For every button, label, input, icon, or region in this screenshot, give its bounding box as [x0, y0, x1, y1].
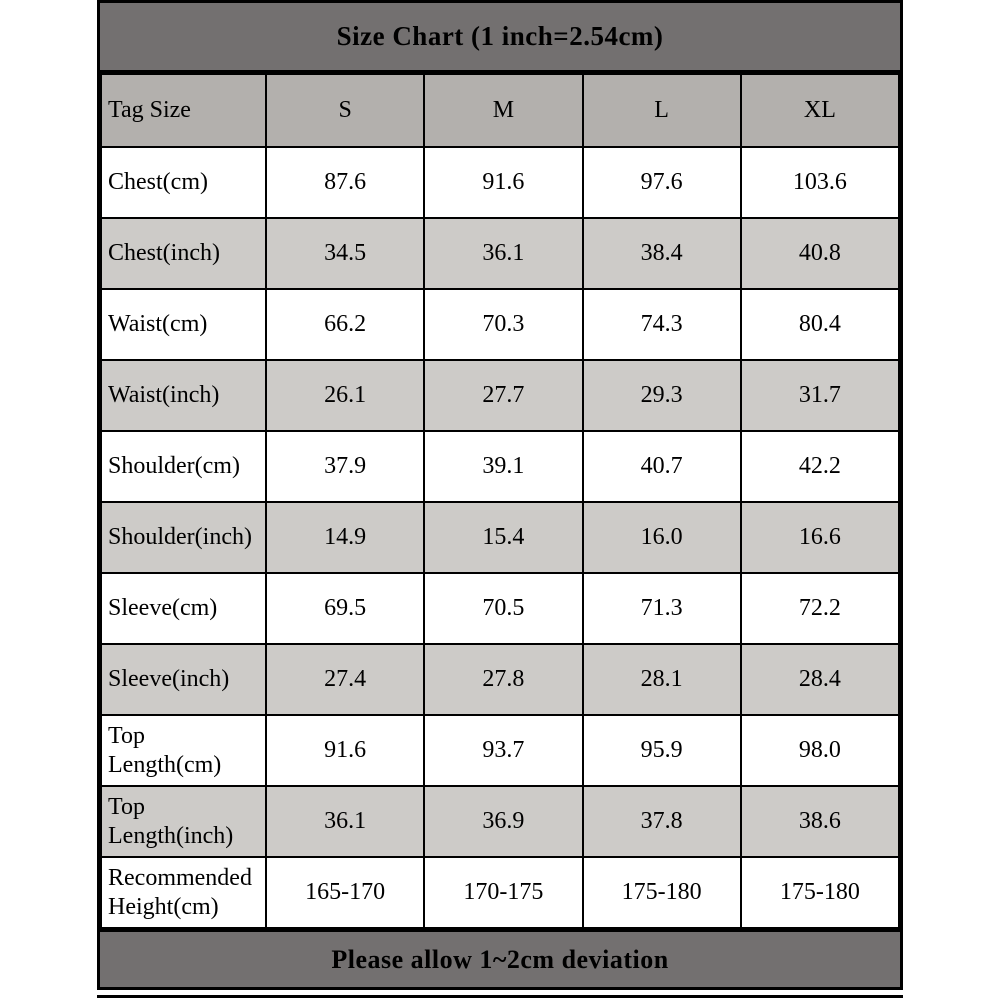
- cell-value: 36.9: [423, 785, 584, 858]
- cell-value: 37.9: [264, 430, 426, 503]
- column-header-tag-size: Tag Size: [100, 73, 267, 148]
- row-label: Sleeve(cm): [100, 572, 267, 645]
- column-header-xl: XL: [739, 73, 901, 148]
- row-label: Shoulder(inch): [100, 501, 267, 574]
- cell-value: 40.8: [739, 217, 901, 290]
- table-title: Size Chart (1 inch=2.54cm): [100, 3, 900, 73]
- table-row-top-length-cm: Top Length(cm) 91.6 93.7 95.9 98.0: [100, 714, 901, 787]
- table-row-recommended-height: Recommended Height(cm) 165-170 170-175 1…: [100, 856, 901, 929]
- table-row-waist-inch: Waist(inch) 26.1 27.7 29.3 31.7: [100, 359, 901, 432]
- cell-value: 70.5: [423, 572, 584, 645]
- cell-value: 15.4: [423, 501, 584, 574]
- column-header-m: M: [423, 73, 584, 148]
- cell-value: 175-180: [739, 856, 901, 929]
- cell-value: 36.1: [264, 785, 426, 858]
- cell-value: 38.6: [739, 785, 901, 858]
- cell-value: 91.6: [264, 714, 426, 787]
- cell-value: 165-170: [264, 856, 426, 929]
- cell-value: 14.9: [264, 501, 426, 574]
- cell-value: 93.7: [423, 714, 584, 787]
- table-footer-note: Please allow 1~2cm deviation: [100, 929, 900, 987]
- cell-value: 71.3: [581, 572, 742, 645]
- cell-value: 72.2: [739, 572, 901, 645]
- table-row-chest-cm: Chest(cm) 87.6 91.6 97.6 103.6: [100, 146, 901, 219]
- header-row: Tag Size S M L XL: [100, 73, 901, 148]
- table-row-top-length-inch: Top Length(inch) 36.1 36.9 37.8 38.6: [100, 785, 901, 858]
- cell-value: 98.0: [739, 714, 901, 787]
- row-label: Shoulder(cm): [100, 430, 267, 503]
- cell-value: 31.7: [739, 359, 901, 432]
- cell-value: 27.4: [264, 643, 426, 716]
- table-row-sleeve-inch: Sleeve(inch) 27.4 27.8 28.1 28.4: [100, 643, 901, 716]
- cell-value: 26.1: [264, 359, 426, 432]
- row-label: Top Length(cm): [100, 714, 267, 787]
- cell-value: 28.1: [581, 643, 742, 716]
- cell-value: 38.4: [581, 217, 742, 290]
- cell-value: 34.5: [264, 217, 426, 290]
- cell-value: 95.9: [581, 714, 742, 787]
- cell-value: 27.7: [423, 359, 584, 432]
- cell-value: 37.8: [581, 785, 742, 858]
- cell-value: 87.6: [264, 146, 426, 219]
- cell-value: 175-180: [581, 856, 742, 929]
- table-row-waist-cm: Waist(cm) 66.2 70.3 74.3 80.4: [100, 288, 901, 361]
- cell-value: 39.1: [423, 430, 584, 503]
- row-label: Chest(inch): [100, 217, 267, 290]
- cell-value: 69.5: [264, 572, 426, 645]
- cell-value: 97.6: [581, 146, 742, 219]
- cell-value: 80.4: [739, 288, 901, 361]
- column-header-l: L: [581, 73, 742, 148]
- row-label: Recommended Height(cm): [100, 856, 267, 929]
- size-table: Tag Size S M L XL Chest(cm) 87.6 91.6 97…: [100, 73, 901, 929]
- cell-value: 16.0: [581, 501, 742, 574]
- row-label: Top Length(inch): [100, 785, 267, 858]
- table-row-chest-inch: Chest(inch) 34.5 36.1 38.4 40.8: [100, 217, 901, 290]
- row-label: Waist(inch): [100, 359, 267, 432]
- cell-value: 29.3: [581, 359, 742, 432]
- cell-value: 66.2: [264, 288, 426, 361]
- row-label: Chest(cm): [100, 146, 267, 219]
- cell-value: 91.6: [423, 146, 584, 219]
- cell-value: 103.6: [739, 146, 901, 219]
- bottom-frame-line: [97, 995, 903, 998]
- row-label: Waist(cm): [100, 288, 267, 361]
- table-row-sleeve-cm: Sleeve(cm) 69.5 70.5 71.3 72.2: [100, 572, 901, 645]
- table-row-shoulder-inch: Shoulder(inch) 14.9 15.4 16.0 16.6: [100, 501, 901, 574]
- cell-value: 16.6: [739, 501, 901, 574]
- cell-value: 42.2: [739, 430, 901, 503]
- cell-value: 28.4: [739, 643, 901, 716]
- cell-value: 40.7: [581, 430, 742, 503]
- column-header-s: S: [264, 73, 426, 148]
- table-row-shoulder-cm: Shoulder(cm) 37.9 39.1 40.7 42.2: [100, 430, 901, 503]
- row-label: Sleeve(inch): [100, 643, 267, 716]
- cell-value: 74.3: [581, 288, 742, 361]
- cell-value: 70.3: [423, 288, 584, 361]
- cell-value: 36.1: [423, 217, 584, 290]
- cell-value: 170-175: [423, 856, 584, 929]
- size-chart-table-frame: Size Chart (1 inch=2.54cm) Tag Size S M …: [97, 0, 903, 990]
- cell-value: 27.8: [423, 643, 584, 716]
